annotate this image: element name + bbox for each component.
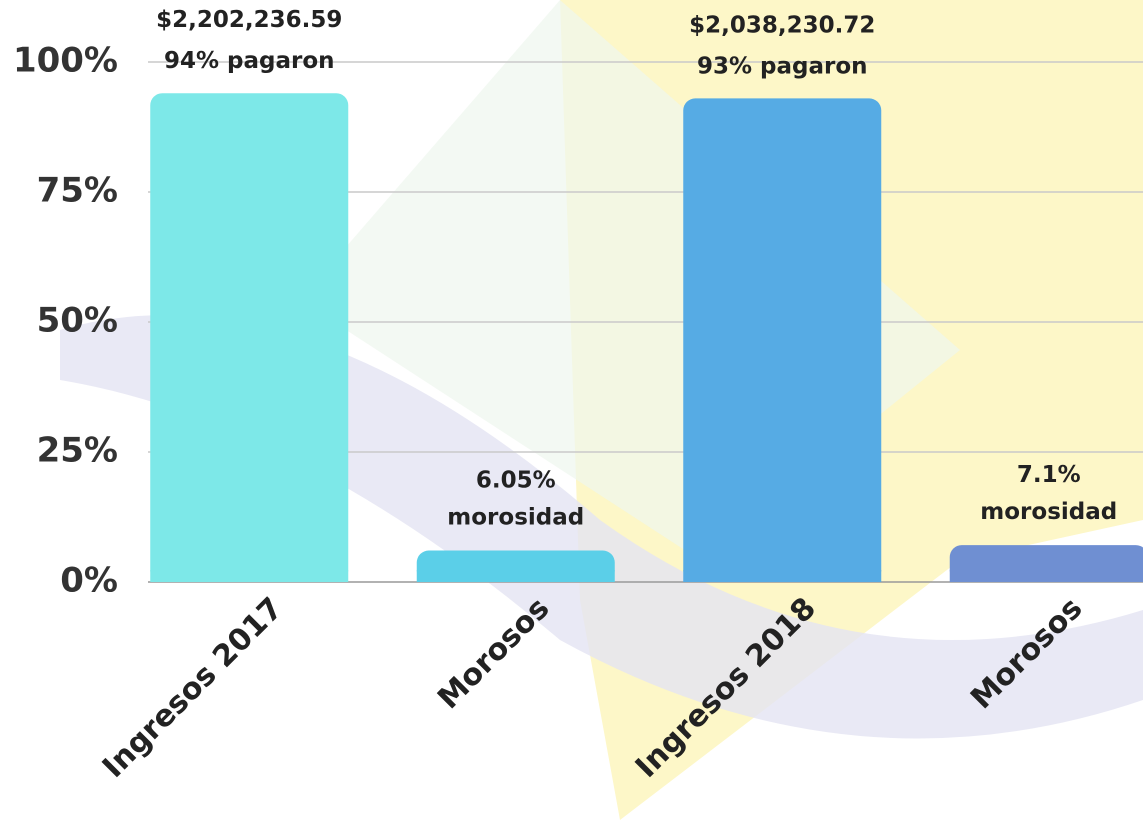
y-tick-label: 75% xyxy=(37,171,118,211)
x-tick-label: Ingresos 2017 xyxy=(96,591,290,785)
y-tick-label: 25% xyxy=(37,431,118,471)
y-tick-label: 0% xyxy=(60,561,118,601)
y-tick-label: 50% xyxy=(37,301,118,341)
bar xyxy=(150,570,348,582)
bar xyxy=(683,570,881,582)
value-label: 94% pagaron xyxy=(164,48,335,74)
bar xyxy=(950,570,1143,582)
page: {"chart_data": { "type": "bar", "categor… xyxy=(0,0,1143,827)
annotation: $2,202,236.59 xyxy=(156,7,342,33)
chart: 0%25%50%75%100%94% pagaronIngresos 20176… xyxy=(0,0,1143,827)
bar xyxy=(150,93,348,582)
bar xyxy=(417,570,615,582)
value-label: 93% pagaron xyxy=(697,53,868,79)
y-tick-label: 100% xyxy=(13,41,118,81)
bar xyxy=(683,98,881,582)
x-tick-label: Morosos xyxy=(431,591,556,716)
annotation: $2,038,230.72 xyxy=(689,12,875,38)
